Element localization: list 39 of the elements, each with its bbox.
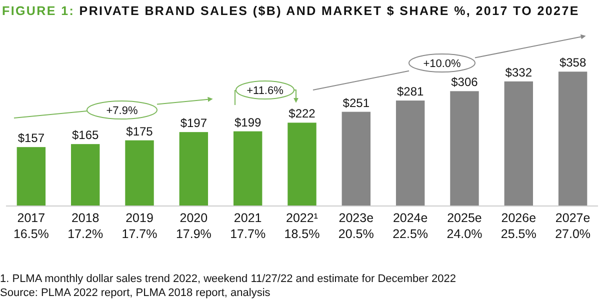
x-tick-label: 2026e 25.5%: [500, 211, 536, 241]
x-tick-label: 2018 17.2%: [68, 211, 104, 241]
data-label: $306: [451, 75, 478, 90]
bar: [558, 72, 588, 206]
data-label: $251: [342, 96, 370, 110]
x-tick-label: 2023e 20.5%: [338, 211, 374, 241]
bar: [179, 132, 208, 206]
data-label: $332: [505, 65, 532, 80]
data-label: $281: [396, 84, 424, 99]
data-label: $358: [559, 56, 586, 70]
data-label: $222: [288, 106, 316, 121]
bar: [342, 112, 371, 206]
bar: [450, 91, 479, 206]
bar: [70, 144, 100, 206]
x-tick-label: 2027e 27.0%: [555, 211, 591, 241]
x-tick-label: 2025e 24.0%: [446, 211, 482, 241]
data-label: $175: [126, 124, 154, 138]
x-tick-label: 2022¹ 18.5%: [284, 211, 320, 241]
bar: [125, 140, 154, 206]
data-label: $199: [234, 115, 262, 130]
data-label: $165: [72, 128, 100, 142]
x-tick-label: 2020 17.9%: [176, 211, 212, 241]
x-tick-label: 2021 17.7%: [230, 211, 266, 241]
x-tick-label: 2017 16.5%: [13, 211, 49, 241]
x-tick-label: 2024e 22.5%: [392, 211, 428, 241]
bar: [396, 100, 425, 206]
text: +10.0%: [423, 58, 462, 70]
chart-title: FIGURE 1: PRIVATE BRAND SALES ($B) AND MARKET $ SHARE %, 2017 TO 2027E: [2, 4, 580, 18]
data-label: $197: [180, 116, 208, 130]
bar: [288, 122, 316, 206]
data-label: $157: [18, 131, 45, 146]
bar: [504, 81, 534, 206]
bar: [233, 131, 262, 206]
x-tick-label: 2019 17.7%: [122, 211, 158, 241]
bar: [16, 147, 46, 206]
source-note: Source: PLMA 2022 report, PLMA 2018 report, analysis: [0, 287, 271, 299]
text: 1. PLMA monthly dollar sales trend 2022, weekend 11/27/22 and estimate for December 2022: [0, 273, 456, 285]
annotation: +11.6%: [246, 85, 284, 97]
annotation: +7.9%: [106, 105, 138, 117]
